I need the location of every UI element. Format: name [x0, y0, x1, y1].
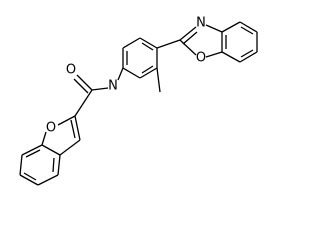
atom-label: N: [108, 79, 118, 94]
atom-label: O: [66, 63, 76, 78]
atom-labels: O N N O O: [46, 16, 206, 136]
molecule-diagram: O N N O O: [19, 16, 258, 186]
atom-label: O: [46, 121, 56, 136]
bonds: [19, 21, 258, 186]
atom-label: N: [196, 16, 206, 31]
atom-label: O: [196, 51, 206, 66]
